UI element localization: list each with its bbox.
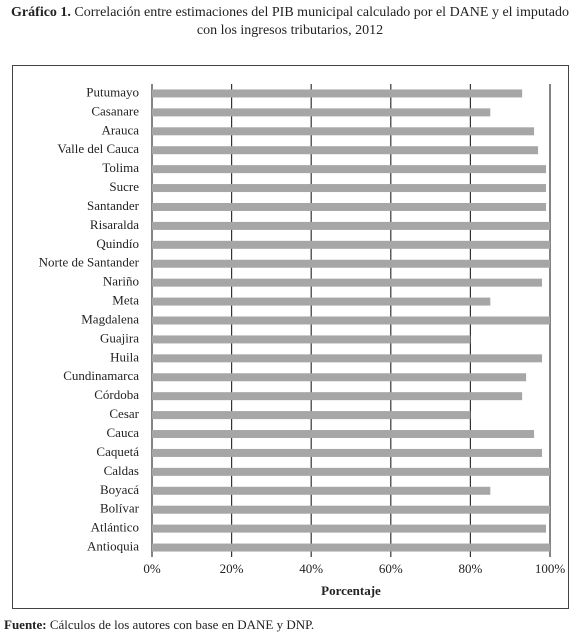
- frame: [12, 65, 569, 609]
- x-tick-label: 20%: [220, 561, 244, 576]
- bar: [152, 146, 539, 155]
- bar: [152, 221, 550, 230]
- y-tick-label: Caquetá: [96, 444, 139, 459]
- y-tick-label: Risaralda: [90, 217, 139, 232]
- bar: [152, 89, 523, 98]
- bar: [152, 297, 491, 306]
- bar: [152, 448, 543, 457]
- y-tick-label: Atlántico: [91, 520, 139, 535]
- title: Gráfico 1. Correlación entre estimacione…: [8, 4, 572, 40]
- y-tick-label: Tolima: [102, 160, 139, 175]
- x-tick-label: 0%: [143, 561, 161, 576]
- source-label: Fuente:: [4, 617, 47, 632]
- bar: [152, 127, 535, 136]
- bar: [152, 543, 550, 552]
- y-tick-label: Arauca: [101, 122, 139, 137]
- y-tick-label: Caldas: [104, 463, 139, 478]
- y-tick-label: Putumayo: [86, 84, 139, 99]
- y-tick-label: Cauca: [107, 425, 140, 440]
- bar: [152, 354, 543, 363]
- x-tick-label: 40%: [299, 561, 323, 576]
- y-tick-label: Casanare: [91, 103, 139, 118]
- y-tick-label: Bolívar: [100, 501, 140, 516]
- y-tick-label: Guajira: [100, 330, 139, 345]
- bar: [152, 278, 543, 287]
- bar: [152, 467, 550, 476]
- y-tick-label: Valle del Cauca: [57, 141, 139, 156]
- bar: [152, 240, 550, 249]
- x-tick-label: 60%: [379, 561, 403, 576]
- bar: [152, 316, 550, 325]
- x-tick-label: 80%: [458, 561, 482, 576]
- x-axis-label: Porcentaje: [321, 583, 381, 598]
- bar: [152, 392, 523, 401]
- x-tick-label: 100%: [535, 561, 566, 576]
- bar: [152, 202, 547, 211]
- bar: [152, 505, 550, 514]
- y-tick-label: Huila: [110, 349, 139, 364]
- bar: [152, 184, 547, 193]
- source: Fuente: Cálculos de los autores con base…: [4, 617, 314, 633]
- bar: [152, 165, 547, 174]
- y-tick-label: Cesar: [109, 406, 139, 421]
- y-tick-label: Boyacá: [100, 482, 139, 497]
- y-tick-label: Magdalena: [81, 311, 139, 326]
- source-text: Cálculos de los autores con base en DANE…: [49, 617, 315, 632]
- bar: [152, 335, 471, 344]
- y-tick-label: Norte de Santander: [39, 255, 140, 270]
- title-label: Gráfico 1.: [11, 5, 71, 20]
- y-tick-label: Nariño: [103, 274, 139, 289]
- bar: [152, 259, 550, 268]
- y-tick-label: Quindío: [96, 236, 139, 251]
- title-text: Correlación entre estimaciones del PIB m…: [74, 5, 569, 38]
- y-tick-label: Santander: [87, 198, 140, 213]
- bar: [152, 486, 491, 495]
- y-tick-label: Sucre: [109, 179, 139, 194]
- y-tick-label: Cundinamarca: [63, 368, 139, 383]
- bar: [152, 430, 535, 439]
- y-tick-label: Meta: [112, 293, 139, 308]
- bar: [152, 524, 547, 533]
- y-tick-label: Antioquia: [87, 539, 139, 554]
- y-tick-label: Córdoba: [94, 387, 139, 402]
- bar: [152, 373, 527, 382]
- bar: [152, 108, 491, 117]
- bar: [152, 411, 471, 420]
